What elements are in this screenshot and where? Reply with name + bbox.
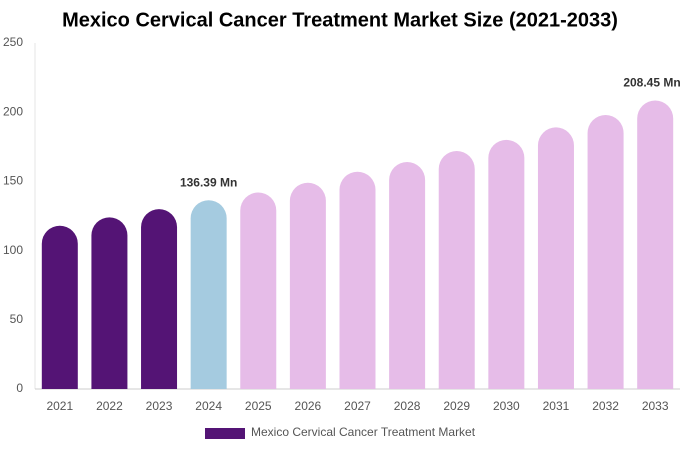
x-tick-label: 2026 [295,399,322,413]
bar [289,182,326,389]
bar [91,217,128,389]
x-tick-label: 2028 [394,399,421,413]
x-tick-label: 2024 [195,399,222,413]
y-tick-label: 100 [3,243,23,257]
bar [339,171,376,389]
bar [537,127,574,389]
x-tick-label: 2030 [493,399,520,413]
x-tick-label: 2023 [146,399,173,413]
value-label: 136.39 Mn [180,175,237,189]
bar [587,114,624,389]
y-tick-label: 150 [3,174,23,188]
bar [389,162,426,389]
x-tick-label: 2027 [344,399,371,413]
x-tick-label: 2031 [543,399,570,413]
x-tick-label: 2029 [443,399,470,413]
bar [41,225,78,389]
x-tick-label: 2025 [245,399,272,413]
x-tick-label: 2021 [46,399,73,413]
legend-label: Mexico Cervical Cancer Treatment Market [251,425,476,439]
legend-swatch [205,428,245,439]
bar [438,150,475,389]
bar [488,139,525,389]
value-label: 208.45 Mn [623,76,680,90]
bar [141,209,178,389]
y-tick-label: 0 [16,381,23,395]
chart-title: Mexico Cervical Cancer Treatment Market … [62,9,618,31]
x-tick-label: 2033 [642,399,669,413]
y-tick-label: 250 [3,35,23,49]
bar [190,200,227,389]
y-tick-label: 200 [3,104,23,118]
x-tick-label: 2032 [592,399,619,413]
bar [240,192,277,389]
y-tick-label: 50 [10,312,24,326]
bar [637,100,674,390]
x-tick-label: 2022 [96,399,123,413]
